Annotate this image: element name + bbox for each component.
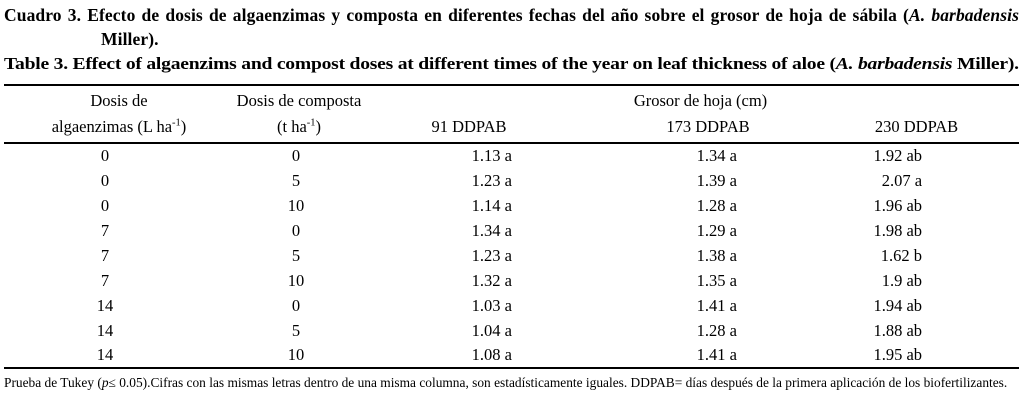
table-cell: 1.28 a xyxy=(696,195,737,215)
header-composta-close: ) xyxy=(315,117,322,136)
table-cell: 1.96 ab xyxy=(873,195,923,215)
header-91-ddpab: 91 DDPAB xyxy=(364,112,574,144)
table-cell: 0 xyxy=(291,146,301,165)
title-english-suffix: Miller). xyxy=(952,54,1019,73)
table-cell: 7 xyxy=(100,245,110,265)
table-cell: 1.13 a xyxy=(471,146,512,165)
table-title-spanish: Cuadro 3. Efecto de dosis de algaenzimas… xyxy=(4,3,1019,51)
footnote-pre: Prueba de Tukey ( xyxy=(4,375,102,390)
table-cell: 1.08 a xyxy=(471,345,512,364)
table-cell: 1.14 a xyxy=(471,195,512,215)
data-table: Dosis de Dosis de composta Grosor de hoj… xyxy=(4,84,1020,369)
header-algaenzimas-close: ) xyxy=(180,117,187,136)
table-row: 7 10 1.32 a 1.35 a 1.9 ab xyxy=(4,268,1019,293)
table-cell: 0 xyxy=(100,146,110,165)
header-composta-line2: (t ha-1) xyxy=(234,112,364,144)
title-spanish-species: A. barbadensis xyxy=(908,5,1019,25)
table-cell: 0 xyxy=(291,295,301,315)
table-cell: 7 xyxy=(100,270,110,290)
table-cell: 1.23 a xyxy=(471,245,512,265)
title-spanish-suffix: Miller). xyxy=(101,29,159,49)
title-spanish-text: Cuadro 3. Efecto de dosis de algaenzimas… xyxy=(4,5,909,25)
table-cell: 1.35 a xyxy=(696,270,737,290)
table-cell: 1.98 ab xyxy=(873,220,923,240)
table-cell: 1.03 a xyxy=(471,295,512,315)
table-cell: 1.39 a xyxy=(696,170,737,190)
table-header: Dosis de Dosis de composta Grosor de hoj… xyxy=(4,85,1020,144)
table-cell: 0 xyxy=(100,170,110,190)
table-row: 0 0 1.13 a 1.34 a 1.92 ab xyxy=(4,143,1019,168)
table-cell: 1.94 ab xyxy=(873,295,923,315)
table-cell: 10 xyxy=(287,195,305,215)
table-cell: 7 xyxy=(100,220,110,240)
header-grosor-span: Grosor de hoja (cm) xyxy=(633,91,768,110)
table-title-english: Table 3. Effect of algaenzims and compos… xyxy=(4,53,1019,75)
table-row: 7 0 1.34 a 1.29 a 1.98 ab xyxy=(4,218,1019,243)
table-cell: 5 xyxy=(291,245,301,265)
table-cell: 1.04 a xyxy=(471,320,512,340)
table-cell: 1.62 b xyxy=(880,245,923,265)
table-cell: 1.88 ab xyxy=(873,320,923,340)
table-row: 0 10 1.14 a 1.28 a 1.96 ab xyxy=(4,193,1019,218)
table-cell: 14 xyxy=(96,320,114,340)
table-row: 14 0 1.03 a 1.41 a 1.94 ab xyxy=(4,293,1019,318)
table-cell: 2.07 a xyxy=(881,170,923,190)
table-row: 14 5 1.04 a 1.28 a 1.88 ab xyxy=(4,318,1019,343)
header-algaenzimas-line2: algaenzimas (L ha-1) xyxy=(4,112,234,144)
table-cell: 14 xyxy=(96,295,114,315)
table-cell: 1.92 ab xyxy=(873,146,923,165)
table-cell: 14 xyxy=(96,345,114,364)
table-row: 14 10 1.08 a 1.41 a 1.95 ab xyxy=(4,343,1019,368)
table-body: 0 0 1.13 a 1.34 a 1.92 ab 0 5 1.23 a 1.39 a 2.07 … xyxy=(4,143,1019,368)
table-cell: 1.23 a xyxy=(471,170,512,190)
header-composta-sup: -1 xyxy=(306,117,316,129)
table-row: 7 5 1.23 a 1.38 a 1.62 b xyxy=(4,243,1019,268)
table-cell: 1.9 ab xyxy=(881,270,923,290)
header-row-2: algaenzimas (L ha-1) (t ha-1) 91 DDPAB 1… xyxy=(4,112,1020,144)
header-composta-unit: (t ha xyxy=(276,117,307,136)
table-cell: 5 xyxy=(291,320,301,340)
table-row: 0 5 1.23 a 1.39 a 2.07 a xyxy=(4,168,1019,193)
table-title-english-row: Table 3. Effect of algaenzims and compos… xyxy=(4,53,1019,75)
header-algaenzimas-sup: -1 xyxy=(172,117,181,129)
table-cell: 1.95 ab xyxy=(873,345,923,364)
table-cell: 0 xyxy=(291,220,301,240)
table-cell: 1.41 a xyxy=(696,345,737,364)
table-cell: 1.32 a xyxy=(471,270,512,290)
table-cell: 1.28 a xyxy=(696,320,737,340)
header-composta-line1: Dosis de composta xyxy=(236,91,362,110)
table-cell: 10 xyxy=(287,270,305,290)
table-cell: 5 xyxy=(291,170,301,190)
table-cell: 1.34 a xyxy=(471,220,512,240)
paper-table-snippet: Cuadro 3. Efecto de dosis de algaenzimas… xyxy=(4,3,1020,391)
table-cell: 1.38 a xyxy=(696,245,737,265)
table-cell: 1.41 a xyxy=(696,295,737,315)
footnote-post: ≤ 0.05).Cifras con las mismas letras den… xyxy=(108,375,1008,390)
table-cell: 1.29 a xyxy=(696,220,737,240)
table-footnote: Prueba de Tukey (p≤ 0.05).Cifras con las… xyxy=(4,374,1019,391)
table-cell: 1.34 a xyxy=(696,146,737,165)
table-cell: 0 xyxy=(100,195,110,215)
header-230-ddpab: 230 DDPAB xyxy=(814,112,1020,144)
header-173-ddpab: 173 DDPAB xyxy=(574,112,814,144)
header-algaenzimas-line1: Dosis de xyxy=(90,91,148,110)
header-algaenzimas-unit: algaenzimas (L ha xyxy=(51,117,173,136)
footnote-p-symbol: p xyxy=(101,375,109,390)
title-english-species: A. barbadensis xyxy=(835,54,953,73)
title-english-text: Table 3. Effect of algaenzims and compos… xyxy=(4,54,836,73)
table-cell: 10 xyxy=(287,345,305,364)
header-row-1: Dosis de Dosis de composta Grosor de hoj… xyxy=(4,85,1019,112)
